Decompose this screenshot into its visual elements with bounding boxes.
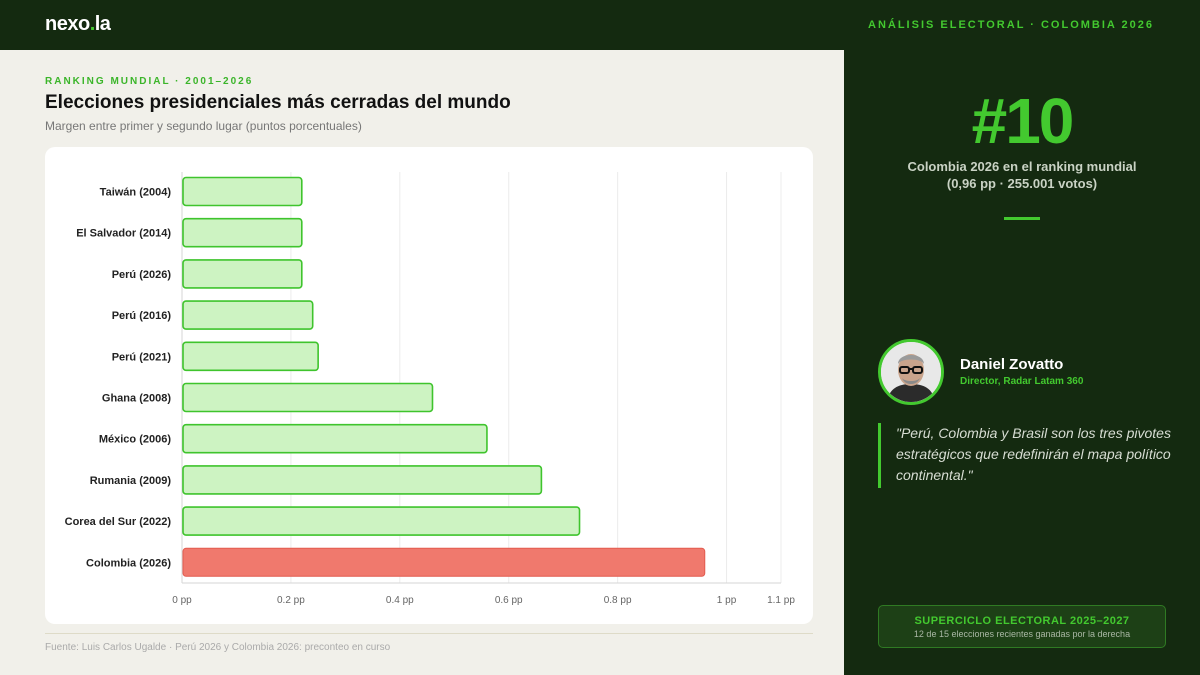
- bar: [182, 300, 314, 330]
- category-label: Ghana (2008): [102, 393, 171, 405]
- banner-subtitle: 12 de 15 elecciones recientes ganadas po…: [913, 629, 1131, 639]
- main-panel: RANKING MUNDIAL · 2001–2026 Elecciones p…: [0, 50, 844, 675]
- page-title: Elecciones presidenciales más cerradas d…: [45, 92, 511, 113]
- x-tick-label: 0.2 pp: [277, 595, 305, 606]
- bar: [182, 382, 434, 413]
- x-tick-label: 0.8 pp: [604, 595, 632, 606]
- bar: [182, 217, 303, 248]
- bar-chart: Taiwán (2004) El Salvador (2014) Perú (202…: [65, 172, 795, 606]
- category-label: Rumania (2009): [90, 475, 172, 487]
- eyebrow-label: RANKING MUNDIAL · 2001–2026: [45, 76, 254, 87]
- page-subtitle: Margen entre primer y segundo lugar (pun…: [45, 119, 362, 133]
- bar: [182, 341, 319, 372]
- bar: [182, 259, 303, 289]
- accent-divider: [1004, 217, 1040, 220]
- top-bar: nexo.la ANÁLISIS ELECTORAL · COLOMBIA 20…: [0, 0, 1200, 50]
- logo-dot: .: [89, 13, 96, 35]
- category-label: Taiwán (2004): [100, 187, 172, 199]
- section-label: ANÁLISIS ELECTORAL · COLOMBIA 2026: [868, 19, 1154, 31]
- category-label: México (2006): [99, 434, 171, 446]
- x-tick-label: 0 pp: [172, 595, 192, 606]
- sidebar-panel: #10 Colombia 2026 en el ranking mundial …: [844, 50, 1200, 675]
- bar: [182, 465, 543, 495]
- person-name: Daniel Zovatto: [960, 356, 1064, 373]
- person-role: Director, Radar Latam 360: [960, 376, 1084, 387]
- superciclo-banner[interactable]: SUPERCICLO ELECTORAL 2025–2027 12 de 15 …: [878, 605, 1166, 648]
- brand-logo[interactable]: nexo.la: [45, 13, 111, 36]
- category-label: El Salvador (2014): [76, 228, 171, 240]
- bar: [182, 176, 303, 207]
- category-label: Perú (2026): [112, 269, 172, 281]
- footer-divider: [45, 633, 813, 634]
- x-tick-label: 0.6 pp: [495, 595, 523, 606]
- logo-tld: la: [94, 13, 111, 35]
- rank-number: #10: [971, 85, 1075, 157]
- bar: [182, 506, 581, 536]
- bar: [182, 423, 488, 454]
- person-photo-icon: [881, 342, 941, 402]
- category-label: Corea del Sur (2022): [65, 516, 172, 528]
- logo-main: nexo: [45, 13, 90, 35]
- category-label: Colombia (2026): [86, 557, 171, 569]
- avatar: [878, 339, 944, 405]
- x-tick-label: 1.1 pp: [767, 595, 795, 606]
- bar: [182, 547, 706, 577]
- x-tick-label: 0.4 pp: [386, 595, 414, 606]
- chart-card: Taiwán (2004) El Salvador (2014) Perú (202…: [45, 147, 813, 624]
- x-tick-label: 1 pp: [717, 595, 737, 606]
- rank-caption: Colombia 2026 en el ranking mundial (0,9…: [907, 159, 1137, 191]
- category-label: Perú (2016): [112, 310, 172, 322]
- source-note: Fuente: Luis Carlos Ugalde · Perú 2026 y…: [45, 642, 391, 653]
- category-label: Perú (2021): [112, 351, 172, 363]
- quote-block: "Perú, Colombia y Brasil son los tres pi…: [878, 423, 1178, 488]
- banner-title: SUPERCICLO ELECTORAL 2025–2027: [914, 615, 1130, 627]
